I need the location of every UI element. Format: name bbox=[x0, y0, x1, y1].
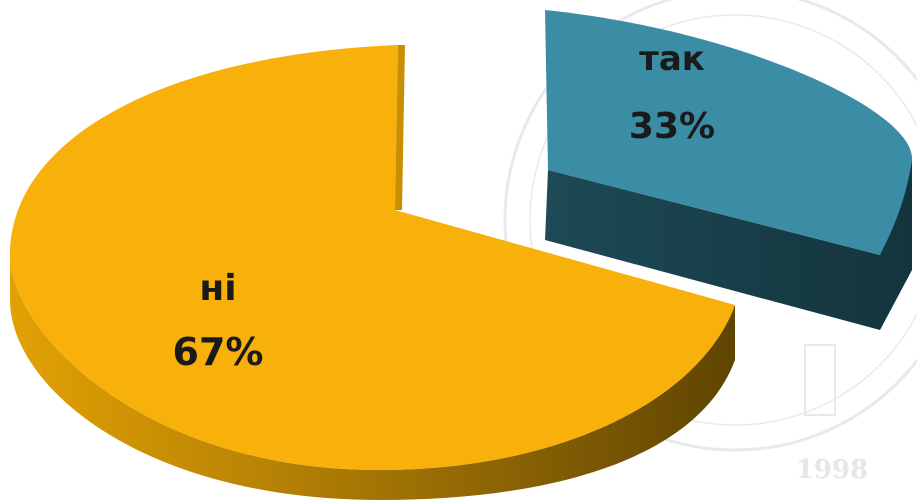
watermark-seal: 1998 bbox=[503, 0, 917, 485]
slice-ni-label: ні bbox=[199, 268, 236, 309]
slice-ni-value-label: 67% bbox=[173, 330, 264, 374]
slice-ni-side bbox=[10, 255, 735, 500]
slice-tak-value-label: 33% bbox=[629, 106, 715, 147]
watermark-year: 1998 bbox=[796, 455, 868, 485]
slice-ni-top bbox=[10, 45, 735, 470]
slice-tak bbox=[545, 10, 913, 330]
slice-tak-side bbox=[545, 160, 912, 330]
slice-ni bbox=[10, 45, 735, 500]
slice-tak-top bbox=[545, 10, 913, 255]
slice-tak-label: так bbox=[639, 39, 705, 79]
slice-ni-inner-wall bbox=[395, 45, 405, 210]
